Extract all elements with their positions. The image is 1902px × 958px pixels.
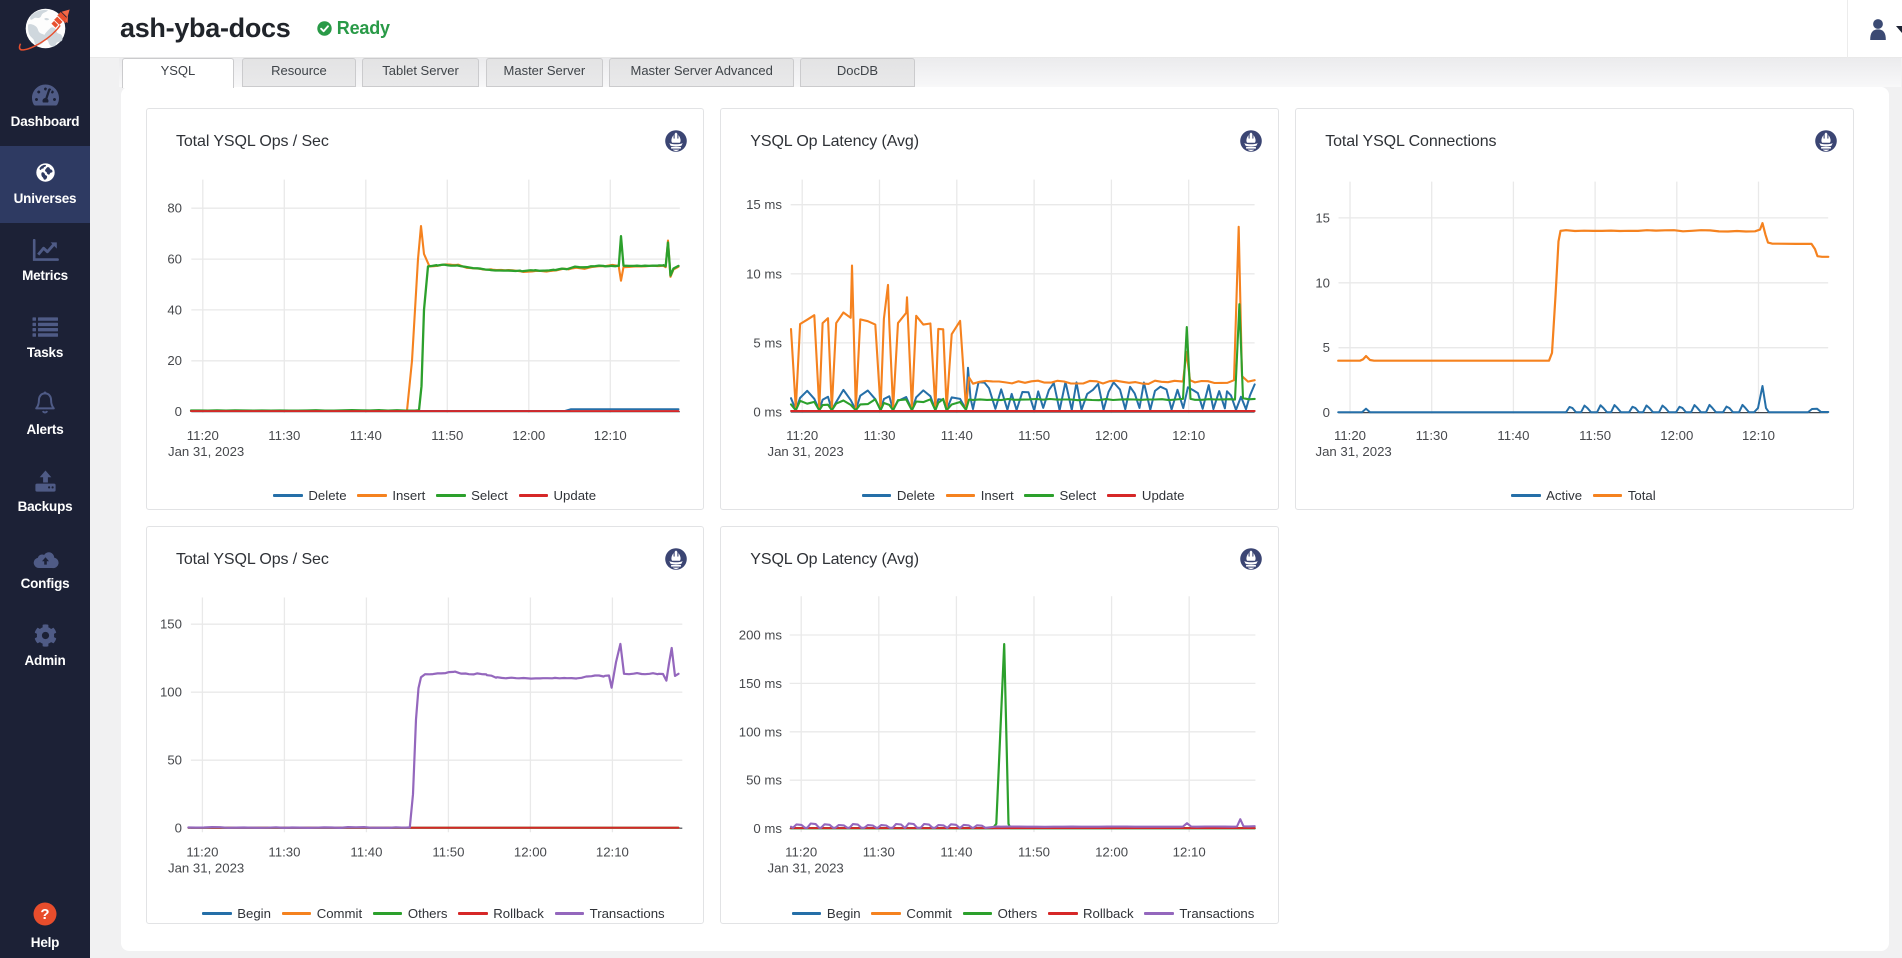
svg-text:12:10: 12:10 bbox=[1173, 845, 1206, 860]
svg-text:11:20: 11:20 bbox=[186, 845, 218, 860]
svg-text:11:50: 11:50 bbox=[1018, 429, 1050, 444]
svg-text:Jan 31, 2023: Jan 31, 2023 bbox=[1316, 445, 1392, 460]
svg-text:11:50: 11:50 bbox=[432, 845, 464, 860]
svg-text:12:10: 12:10 bbox=[1172, 429, 1205, 444]
svg-text:15 ms: 15 ms bbox=[746, 198, 782, 213]
svg-text:5: 5 bbox=[1323, 341, 1330, 356]
svg-text:5 ms: 5 ms bbox=[754, 336, 783, 351]
svg-text:10: 10 bbox=[1316, 276, 1331, 291]
svg-text:11:50: 11:50 bbox=[431, 429, 463, 444]
svg-text:100: 100 bbox=[160, 685, 182, 700]
svg-text:12:00: 12:00 bbox=[1095, 845, 1128, 860]
svg-text:11:40: 11:40 bbox=[350, 429, 382, 444]
svg-text:11:30: 11:30 bbox=[268, 429, 300, 444]
svg-text:12:10: 12:10 bbox=[1742, 429, 1775, 444]
svg-text:?: ? bbox=[40, 906, 49, 923]
svg-text:11:20: 11:20 bbox=[785, 845, 817, 860]
svg-text:11:40: 11:40 bbox=[941, 845, 973, 860]
svg-text:12:00: 12:00 bbox=[1660, 429, 1693, 444]
svg-text:0: 0 bbox=[175, 404, 182, 419]
svg-text:Jan 31, 2023: Jan 31, 2023 bbox=[168, 861, 244, 876]
svg-text:0 ms: 0 ms bbox=[754, 405, 783, 420]
svg-text:11:30: 11:30 bbox=[268, 845, 300, 860]
svg-text:20: 20 bbox=[167, 354, 182, 369]
svg-text:12:10: 12:10 bbox=[594, 429, 627, 444]
svg-text:Jan 31, 2023: Jan 31, 2023 bbox=[768, 445, 844, 460]
svg-text:0 ms: 0 ms bbox=[754, 821, 783, 836]
svg-text:12:00: 12:00 bbox=[512, 429, 545, 444]
svg-text:60: 60 bbox=[167, 252, 182, 267]
svg-text:11:40: 11:40 bbox=[941, 429, 973, 444]
svg-text:11:40: 11:40 bbox=[350, 845, 382, 860]
svg-text:50: 50 bbox=[167, 753, 182, 768]
svg-text:0: 0 bbox=[175, 821, 182, 836]
svg-text:11:50: 11:50 bbox=[1018, 845, 1050, 860]
svg-text:11:20: 11:20 bbox=[1334, 429, 1366, 444]
svg-text:Jan 31, 2023: Jan 31, 2023 bbox=[168, 445, 244, 460]
svg-text:80: 80 bbox=[167, 201, 182, 216]
svg-text:12:00: 12:00 bbox=[1095, 429, 1128, 444]
svg-text:150 ms: 150 ms bbox=[739, 676, 783, 691]
svg-text:40: 40 bbox=[167, 303, 182, 318]
svg-text:11:50: 11:50 bbox=[1579, 429, 1611, 444]
svg-text:11:30: 11:30 bbox=[863, 845, 895, 860]
svg-text:200 ms: 200 ms bbox=[739, 628, 783, 643]
svg-text:10 ms: 10 ms bbox=[746, 267, 782, 282]
svg-text:50 ms: 50 ms bbox=[746, 773, 782, 788]
svg-text:0: 0 bbox=[1323, 405, 1330, 420]
svg-text:12:00: 12:00 bbox=[514, 845, 547, 860]
svg-text:12:10: 12:10 bbox=[596, 845, 629, 860]
svg-text:11:20: 11:20 bbox=[187, 429, 219, 444]
svg-text:11:20: 11:20 bbox=[786, 429, 818, 444]
svg-text:100 ms: 100 ms bbox=[739, 725, 783, 740]
svg-text:11:30: 11:30 bbox=[1416, 429, 1448, 444]
svg-text:150: 150 bbox=[160, 617, 182, 632]
svg-text:Jan 31, 2023: Jan 31, 2023 bbox=[768, 861, 844, 876]
svg-text:11:30: 11:30 bbox=[864, 429, 896, 444]
svg-text:15: 15 bbox=[1316, 211, 1331, 226]
svg-text:11:40: 11:40 bbox=[1498, 429, 1530, 444]
